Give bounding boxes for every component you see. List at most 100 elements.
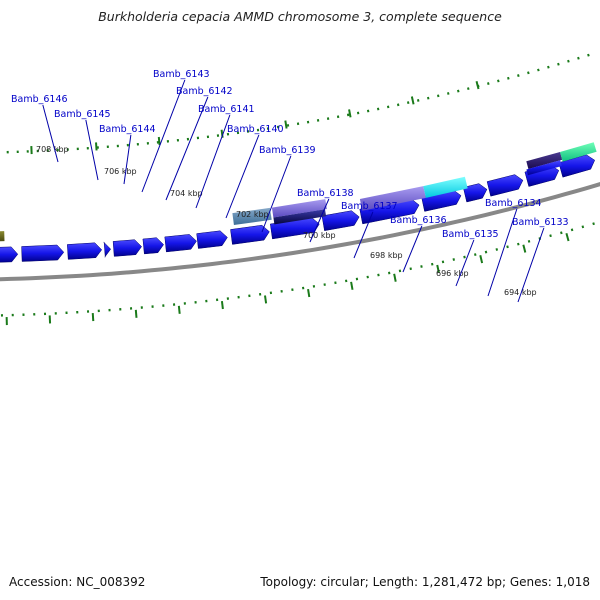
scale-dot-inner: [484, 250, 488, 254]
scale-dot-outer: [527, 71, 530, 75]
gene-feature-block: [560, 142, 597, 162]
gene-label: Bamb_6137: [341, 201, 398, 212]
scale-major-tick: [134, 309, 138, 318]
scale-dot-inner: [452, 258, 455, 261]
gene-leader-line: [487, 208, 518, 297]
gene-leader-line: [455, 239, 475, 287]
scale-dot-outer: [587, 53, 590, 57]
scale-major-tick: [565, 233, 570, 242]
scale-dot-outer: [487, 82, 490, 85]
kbp-tick-mark: [157, 136, 161, 146]
kbp-tick-label: 704 kbp: [170, 189, 203, 198]
scale-dot-outer: [436, 94, 440, 98]
gene-arrow: [112, 239, 142, 257]
scale-dot-outer: [567, 59, 570, 63]
label-layer: Bamb_6146 Bamb_6145 Bamb_6144 Bamb_6143 Bamb…: [11, 69, 569, 303]
scale-dot-inner: [431, 262, 434, 266]
kbp-tick-mark: [475, 80, 480, 90]
scale-dot-outer: [426, 96, 430, 100]
gene-label: Bamb_6133: [512, 217, 569, 228]
tick-layer: 708 kbp 706 kbp 704 kbp 702 kbp 700 kbp 698 k…: [0, 53, 595, 326]
gene-label: Bamb_6142: [176, 86, 233, 97]
gene-leader-line: [309, 198, 330, 243]
scale-dot-outer: [517, 74, 520, 77]
kbp-tick-label: 702 kbp: [236, 210, 269, 219]
gene-arrow: [0, 246, 19, 263]
gene-label: Bamb_6141: [198, 104, 255, 115]
gene-leader-line: [402, 225, 423, 273]
scale-dot-outer: [547, 65, 550, 69]
scale-dot-outer: [457, 89, 460, 93]
gene-leader-line: [353, 211, 374, 259]
gene-label: Bamb_6135: [442, 229, 499, 240]
scale-dot-outer: [537, 68, 540, 72]
gene-leader-line: [165, 96, 209, 201]
scale-dot-inner: [463, 255, 466, 259]
kbp-tick-label: 696 kbp: [436, 269, 469, 278]
feature-layer: [0, 142, 597, 263]
scale-dot-outer: [406, 101, 410, 105]
gene-label: Bamb_6146: [11, 94, 68, 105]
kbp-tick-label: 700 kbp: [303, 231, 336, 240]
gene-leader-line: [141, 79, 186, 193]
gene-feature-block: [423, 176, 468, 198]
scale-dot-outer: [507, 76, 510, 80]
gene-leader-line: [261, 155, 292, 233]
gene-arrow: [142, 237, 164, 255]
scale-dot-inner: [527, 239, 531, 243]
kbp-tick-mark: [95, 142, 98, 151]
gene-feature-block: [273, 209, 327, 225]
kbp-tick-label: 694 kbp: [504, 288, 537, 297]
gene-leader-line: [42, 104, 59, 163]
gene-feature-block: [526, 160, 562, 176]
gene-leader-line: [225, 134, 260, 219]
scale-major-tick: [91, 312, 95, 322]
kbp-tick-mark: [284, 120, 288, 129]
gene-arrow: [164, 234, 197, 253]
gene-arrow: [463, 183, 488, 203]
gene-arrow: [558, 154, 596, 178]
kbp-tick-label: 698 kbp: [370, 251, 403, 260]
genome-summary-text: Topology: circular; Length: 1,281,472 bp…: [260, 575, 590, 589]
gene-arrow: [321, 210, 360, 231]
scale-dot-outer: [446, 92, 450, 95]
scale-major-tick: [307, 288, 311, 298]
gene-label: Bamb_6144: [99, 124, 156, 135]
scale-major-tick: [177, 305, 181, 314]
accession-text: Accession: NC_008392: [9, 575, 146, 589]
scale-dot-outer: [416, 99, 420, 102]
scale-dot-inner: [581, 225, 585, 229]
backbone-layer: [0, 182, 600, 282]
map-title: Burkholderia cepacia AMMD chromosome 3, …: [98, 9, 502, 24]
scale-dot-inner: [560, 231, 563, 235]
scale-major-tick: [436, 264, 440, 274]
scale-dot-inner: [517, 242, 520, 246]
scale-dot-inner: [495, 248, 499, 251]
gene-label: Bamb_6145: [54, 109, 111, 120]
scale-major-tick: [264, 295, 268, 304]
scale-dot-outer: [497, 79, 500, 83]
scale-dot-inner: [474, 253, 477, 256]
scale-dot-outer: [467, 87, 470, 91]
scale-major-tick: [479, 255, 484, 264]
scale-dot-outer: [396, 103, 400, 107]
gene-arrow: [486, 174, 524, 197]
gene-label: Bamb_6136: [390, 215, 447, 226]
gene-feature-block: [359, 186, 426, 211]
scale-dot-inner: [592, 222, 595, 226]
gene-label: Bamb_6140: [227, 124, 284, 135]
scale-dot-inner: [570, 228, 574, 232]
gene-arrow: [67, 242, 103, 260]
kbp-tick-mark: [410, 96, 415, 105]
kbp-tick-mark: [348, 109, 352, 118]
scale-major-tick: [350, 281, 354, 290]
gene-leader-line: [195, 114, 231, 209]
scale-dot-outer: [557, 62, 560, 66]
gene-feature-block: [271, 199, 327, 218]
kbp-tick-label: 708 kbp: [36, 145, 69, 154]
gene-arrow: [21, 244, 65, 262]
gene-arrow: [103, 241, 112, 258]
gene-label: Bamb_6139: [259, 145, 316, 156]
gene-leader-line: [123, 134, 132, 185]
